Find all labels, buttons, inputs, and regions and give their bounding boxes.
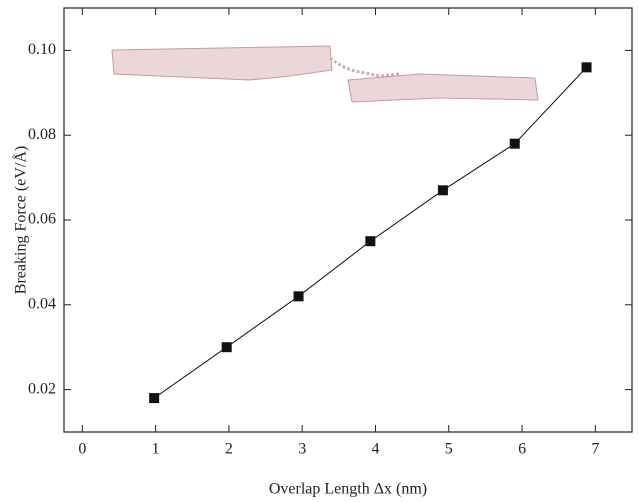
data-point: [293, 291, 304, 302]
data-line: [153, 67, 587, 399]
data-point: [365, 236, 376, 247]
y-tick-label: 0.04: [28, 295, 56, 312]
y-tick-label: 0.10: [28, 41, 56, 58]
x-tick-label: 2: [225, 441, 233, 458]
x-tick-label: 1: [152, 441, 160, 458]
nanotube-fracture: [329, 56, 401, 78]
data-point: [221, 342, 232, 353]
x-tick-label: 3: [298, 441, 306, 458]
y-tick-label: 0.06: [28, 211, 56, 228]
nanotube-right: [347, 73, 539, 103]
nanotube-left: [111, 45, 333, 81]
data-point: [581, 62, 592, 73]
data-point: [149, 393, 160, 404]
x-axis-label: Overlap Length Δx (nm): [269, 481, 427, 498]
y-axis-label: Breaking Force (eV/Å): [12, 146, 30, 294]
x-tick-label: 4: [371, 441, 379, 458]
data-point: [509, 138, 520, 149]
data-point: [437, 185, 448, 196]
x-tick-label: 5: [445, 441, 453, 458]
x-tick-label: 7: [591, 441, 599, 458]
nanotube-illustration: [111, 45, 539, 103]
y-tick-label: 0.08: [28, 126, 56, 143]
y-tick-label: 0.02: [28, 380, 56, 397]
x-tick-label: 6: [518, 441, 526, 458]
x-tick-label: 0: [78, 441, 86, 458]
